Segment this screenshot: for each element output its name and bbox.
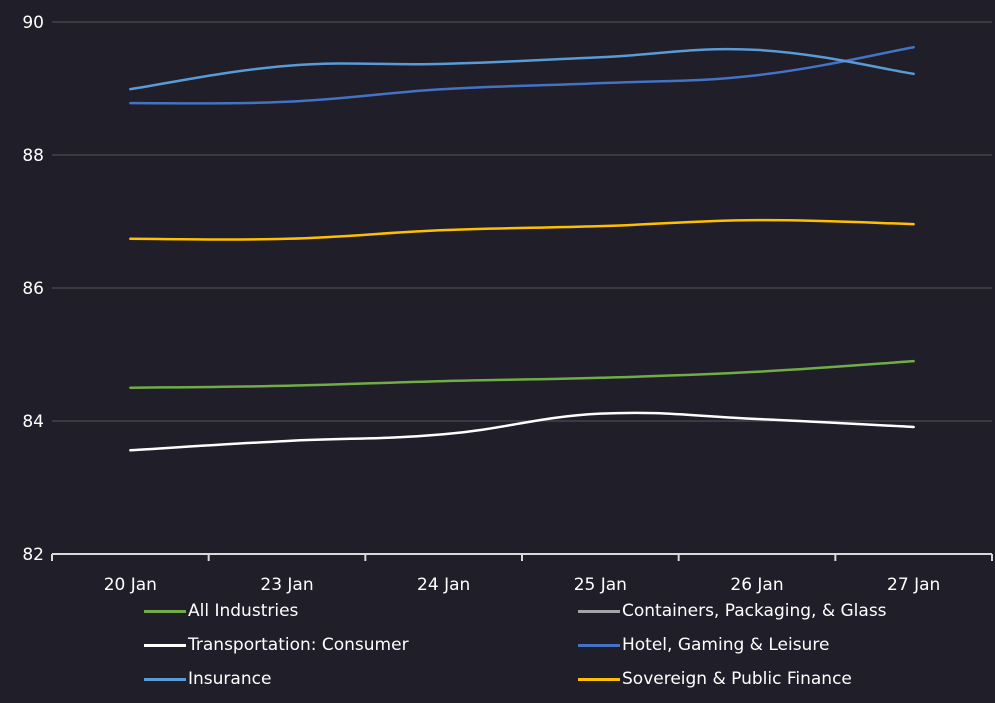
legend-swatch [578,609,620,613]
gridlines [52,21,992,422]
legend-label: Sovereign & Public Finance [622,669,852,689]
x-tick-label: 24 Jan [417,575,470,595]
legend-swatch [144,609,186,613]
legend-swatch [144,643,186,647]
legend-label: Hotel, Gaming & Leisure [622,635,830,655]
legend: All Industries Containers, Packaging, & G… [0,598,995,703]
y-tick-label: 88 [22,146,44,166]
legend-label: Containers, Packaging, & Glass [622,601,887,621]
x-tick-label: 23 Jan [260,575,313,595]
series-lines [129,46,915,452]
legend-item-transportation-consumer: Transportation: Consumer [144,633,409,657]
series-line-sovereign-public-finance [129,218,915,241]
legend-swatch [578,677,620,681]
legend-label: All Industries [188,601,299,621]
legend-item-sovereign-public-finance: Sovereign & Public Finance [578,667,852,691]
legend-item-hotel-gaming-leisure: Hotel, Gaming & Leisure [578,633,829,657]
series-line-transportation-consumer [129,411,915,452]
series-line-insurance [129,47,915,91]
y-tick-label: 82 [22,545,44,565]
x-tick-label: 26 Jan [730,575,783,595]
series-line-all-industries [129,359,915,389]
legend-item-insurance: Insurance [144,667,271,691]
y-axis-ticks: 82 84 86 88 90 [22,13,44,565]
legend-item-all-industries: All Industries [144,599,298,623]
legend-swatch [144,677,186,681]
x-tick-label: 27 Jan [887,575,940,595]
x-tick-label: 20 Jan [104,575,157,595]
legend-label: Insurance [188,669,272,689]
x-axis: 20 Jan 23 Jan 24 Jan 25 Jan 26 Jan 27 Jan [51,553,993,595]
y-tick-label: 84 [22,412,44,432]
line-chart: 82 84 86 88 90 20 Jan 23 Jan 24 Jan 25 Jan 26 Ja… [22,13,993,595]
x-tick-label: 25 Jan [574,575,627,595]
legend-swatch [578,643,620,647]
legend-item-containers-packaging-glass: Containers, Packaging, & Glass [578,599,887,623]
y-tick-label: 86 [22,279,44,299]
series-line-hotel-gaming-leisure [129,46,915,105]
y-tick-label: 90 [22,13,44,33]
legend-label: Transportation: Consumer [188,635,409,655]
